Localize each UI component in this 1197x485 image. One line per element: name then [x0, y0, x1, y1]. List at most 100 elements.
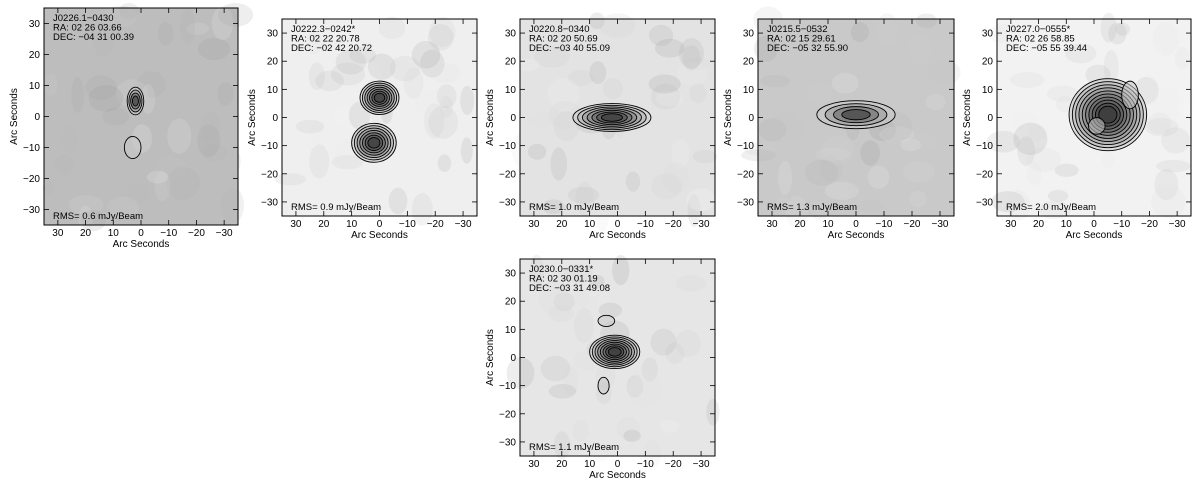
- rms-label: RMS= 1.1 mJy/Beam: [529, 442, 619, 453]
- noise-blob: [662, 162, 690, 194]
- noise-blob: [389, 55, 421, 82]
- y-tick-label: 30: [505, 29, 517, 40]
- noise-blob: [1027, 124, 1047, 141]
- x-tick-label: 20: [556, 219, 568, 230]
- noise-blob: [84, 75, 118, 100]
- noise-blob: [706, 398, 720, 426]
- noise-blob: [548, 305, 574, 323]
- noise-blob: [149, 128, 184, 147]
- image-panel-6: 30 30 20 20 10 10 0 0 −10 −10 −20 −20 −30 −30 Arc Seco…: [485, 254, 720, 481]
- x-tick-label: −10: [160, 228, 177, 239]
- y-tick-label: −10: [499, 381, 516, 392]
- noise-blob: [529, 254, 544, 288]
- noise-blob: [909, 190, 927, 208]
- source-name: J0227.0−0555*: [1006, 24, 1070, 35]
- x-tick-label: 30: [528, 459, 540, 470]
- noise-blob: [777, 160, 793, 195]
- noise-blob: [534, 46, 570, 68]
- y-tick-label: 0: [987, 113, 993, 124]
- noise-blob: [61, 125, 79, 155]
- y-tick-label: 10: [505, 325, 517, 336]
- x-tick-label: −20: [665, 459, 682, 470]
- noise-blob: [654, 38, 685, 58]
- contour-level: [131, 95, 139, 107]
- x-tick-label: −10: [637, 219, 654, 230]
- noise-blob: [626, 375, 644, 398]
- source-dec: DEC: −03 31 49.08: [529, 283, 610, 294]
- noise-blob: [574, 307, 594, 344]
- noise-blob: [154, 156, 188, 180]
- x-axis-label: Arc Seconds: [589, 470, 646, 481]
- y-tick-label: 30: [982, 29, 994, 40]
- noise-blob: [916, 13, 937, 29]
- x-tick-label: 0: [853, 219, 859, 230]
- noise-blob: [753, 35, 778, 62]
- noise-blob: [136, 71, 166, 98]
- x-tick-label: 30: [290, 219, 302, 230]
- noise-blob: [1148, 43, 1162, 79]
- noise-blob: [460, 137, 473, 164]
- noise-blob: [315, 70, 344, 92]
- source-dec: DEC: −03 40 55.09: [529, 43, 610, 54]
- noise-blob: [602, 78, 623, 100]
- contour-level: [597, 314, 616, 327]
- source-name: J0222.3−0242*: [291, 24, 355, 35]
- noise-blob: [804, 159, 839, 186]
- noise-blob: [831, 72, 859, 94]
- noise-blob: [1027, 163, 1042, 186]
- x-tick-label: 0: [1091, 219, 1097, 230]
- noise-blob: [678, 38, 704, 69]
- y-tick-label: 0: [748, 113, 754, 124]
- noise-blob: [1161, 127, 1190, 154]
- noise-blob: [677, 62, 708, 87]
- noise-blob: [547, 77, 580, 112]
- noise-blob: [650, 328, 677, 356]
- noise-blob: [527, 113, 560, 128]
- noise-blob: [514, 58, 540, 72]
- y-tick-label: −30: [499, 437, 516, 448]
- y-tick-label: 10: [29, 81, 41, 92]
- x-tick-label: −20: [904, 219, 921, 230]
- noise-blob: [219, 146, 241, 176]
- source-contours: [126, 86, 145, 116]
- y-tick-label: 20: [743, 57, 755, 68]
- x-tick-label: −20: [188, 228, 205, 239]
- noise-blob: [1046, 85, 1079, 102]
- noise-blob: [380, 59, 414, 82]
- y-tick-label: −20: [499, 409, 516, 420]
- contour-level: [841, 109, 871, 121]
- x-tick-label: −10: [637, 459, 654, 470]
- x-tick-label: 20: [1033, 219, 1045, 230]
- noise-blob: [925, 93, 946, 111]
- noise-blob: [991, 191, 1025, 213]
- noise-blob: [575, 181, 594, 216]
- noise-blob: [651, 173, 682, 200]
- noise-blob: [675, 275, 707, 292]
- y-axis-label: Arc Seconds: [962, 89, 973, 146]
- noise-blob: [660, 419, 680, 433]
- y-tick-label: −30: [737, 197, 754, 208]
- image-panel-5: 30 30 20 20 10 10 0 0 −10 −10 −20 −20 −30 −30 Arc Seco…: [962, 12, 1195, 241]
- y-tick-label: 30: [743, 29, 755, 40]
- y-tick-label: 20: [982, 57, 994, 68]
- noise-blob: [1177, 81, 1195, 118]
- y-tick-label: 0: [34, 112, 40, 123]
- noise-blob: [562, 365, 579, 395]
- source-contours: [816, 100, 896, 130]
- y-axis-label: Arc Seconds: [723, 89, 734, 146]
- noise-blob: [687, 193, 701, 228]
- noise-blob: [211, 6, 234, 41]
- rms-label: RMS= 0.9 mJy/Beam: [291, 202, 381, 213]
- noise-blob: [548, 100, 583, 130]
- y-tick-label: 0: [272, 113, 278, 124]
- source-contours: [1121, 80, 1139, 110]
- y-axis-label: Arc Seconds: [485, 89, 496, 146]
- noise-blob: [643, 439, 662, 469]
- noise-blob: [217, 3, 254, 27]
- x-tick-label: 30: [52, 228, 64, 239]
- noise-blob: [107, 196, 140, 218]
- source-name: J0226.1−0430: [53, 13, 114, 24]
- noise-blob: [310, 119, 323, 145]
- x-tick-label: 10: [822, 219, 834, 230]
- noise-blob: [686, 188, 716, 212]
